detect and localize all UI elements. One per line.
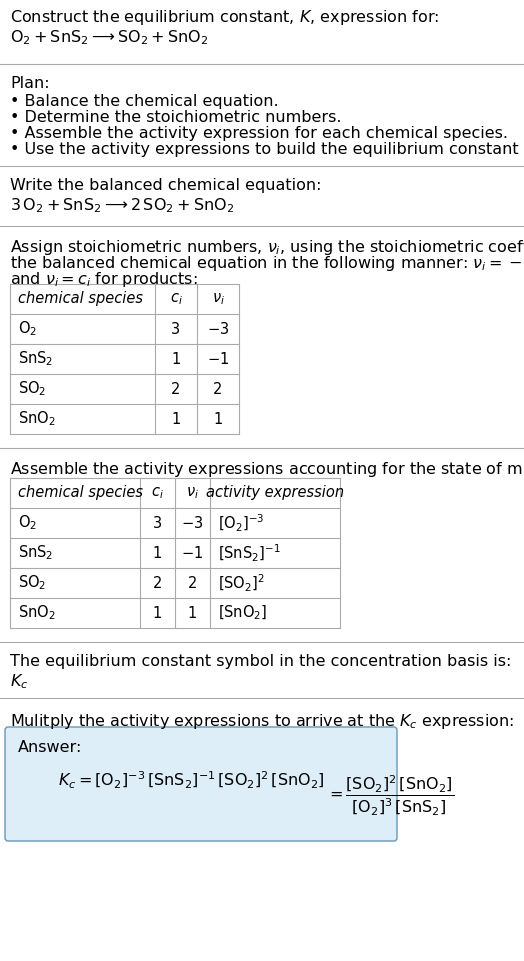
Text: $\mathrm{SnO_2}$: $\mathrm{SnO_2}$ [18, 604, 56, 623]
Text: • Balance the chemical equation.: • Balance the chemical equation. [10, 94, 279, 109]
Text: 2: 2 [213, 382, 223, 397]
Text: 1: 1 [153, 605, 162, 621]
Text: $c_i$: $c_i$ [170, 291, 182, 307]
Text: Mulitply the activity expressions to arrive at the $K_c$ expression:: Mulitply the activity expressions to arr… [10, 712, 514, 731]
Text: 1: 1 [171, 352, 181, 366]
Text: $K_c = [\mathrm{O_2}]^{-3}\,[\mathrm{SnS_2}]^{-1}\,[\mathrm{SO_2}]^{2}\,[\mathrm: $K_c = [\mathrm{O_2}]^{-3}\,[\mathrm{SnS… [58, 770, 325, 791]
Text: 2: 2 [188, 576, 197, 590]
Text: $-1$: $-1$ [181, 545, 203, 561]
Text: $-1$: $-1$ [207, 351, 229, 367]
Text: Write the balanced chemical equation:: Write the balanced chemical equation: [10, 178, 322, 193]
Text: 3: 3 [171, 322, 181, 336]
Text: $\mathrm{SnO_2}$: $\mathrm{SnO_2}$ [18, 409, 56, 429]
Text: $\mathrm{SO_2}$: $\mathrm{SO_2}$ [18, 574, 46, 592]
Text: Plan:: Plan: [10, 76, 50, 91]
Text: chemical species: chemical species [18, 291, 143, 307]
Text: $\mathrm{SnS_2}$: $\mathrm{SnS_2}$ [18, 544, 53, 562]
Text: 1: 1 [188, 605, 197, 621]
Text: chemical species: chemical species [18, 485, 143, 501]
Text: $\mathrm{O_2 + SnS_2 \longrightarrow SO_2 + SnO_2}$: $\mathrm{O_2 + SnS_2 \longrightarrow SO_… [10, 28, 209, 47]
Text: $[\mathrm{SnO_2}]$: $[\mathrm{SnO_2}]$ [218, 604, 267, 622]
Text: $c_i$: $c_i$ [151, 485, 164, 501]
Text: $\nu_i$: $\nu_i$ [212, 291, 224, 307]
Text: • Assemble the activity expression for each chemical species.: • Assemble the activity expression for e… [10, 126, 508, 141]
Text: $[\mathrm{SO_2}]^{2}$: $[\mathrm{SO_2}]^{2}$ [218, 573, 265, 594]
Text: $K_c$: $K_c$ [10, 672, 28, 691]
Text: $\mathrm{SO_2}$: $\mathrm{SO_2}$ [18, 380, 46, 399]
Text: $[\mathrm{O_2}]^{-3}$: $[\mathrm{O_2}]^{-3}$ [218, 512, 265, 533]
Text: Construct the equilibrium constant, $K$, expression for:: Construct the equilibrium constant, $K$,… [10, 8, 439, 27]
Text: 1: 1 [171, 411, 181, 427]
Text: • Use the activity expressions to build the equilibrium constant expression.: • Use the activity expressions to build … [10, 142, 524, 157]
Text: 2: 2 [171, 382, 181, 397]
Text: $\mathrm{O_2}$: $\mathrm{O_2}$ [18, 320, 37, 338]
Text: 3: 3 [153, 515, 162, 530]
Text: and $\nu_i = c_i$ for products:: and $\nu_i = c_i$ for products: [10, 270, 198, 289]
Text: $= \dfrac{[\mathrm{SO_2}]^{2}\,[\mathrm{SnO_2}]}{[\mathrm{O_2}]^{3}\,[\mathrm{Sn: $= \dfrac{[\mathrm{SO_2}]^{2}\,[\mathrm{… [326, 773, 454, 817]
Text: Assemble the activity expressions accounting for the state of matter and $\nu_i$: Assemble the activity expressions accoun… [10, 460, 524, 479]
Text: $[\mathrm{SnS_2}]^{-1}$: $[\mathrm{SnS_2}]^{-1}$ [218, 542, 281, 563]
Text: 1: 1 [153, 546, 162, 560]
Text: $\mathrm{O_2}$: $\mathrm{O_2}$ [18, 513, 37, 532]
Text: The equilibrium constant symbol in the concentration basis is:: The equilibrium constant symbol in the c… [10, 654, 511, 669]
FancyBboxPatch shape [5, 727, 397, 841]
Text: • Determine the stoichiometric numbers.: • Determine the stoichiometric numbers. [10, 110, 342, 125]
Text: Assign stoichiometric numbers, $\nu_i$, using the stoichiometric coefficients, $: Assign stoichiometric numbers, $\nu_i$, … [10, 238, 524, 257]
Text: 1: 1 [213, 411, 223, 427]
Text: $-3$: $-3$ [207, 321, 229, 337]
Text: Answer:: Answer: [18, 740, 82, 755]
Text: $\mathrm{3\,O_2 + SnS_2 \longrightarrow 2\,SO_2 + SnO_2}$: $\mathrm{3\,O_2 + SnS_2 \longrightarrow … [10, 196, 234, 214]
Text: the balanced chemical equation in the following manner: $\nu_i = -c_i$ for react: the balanced chemical equation in the fo… [10, 254, 524, 273]
Text: activity expression: activity expression [206, 485, 344, 501]
Text: $\mathrm{SnS_2}$: $\mathrm{SnS_2}$ [18, 350, 53, 368]
Text: 2: 2 [153, 576, 162, 590]
Text: $\nu_i$: $\nu_i$ [186, 485, 199, 501]
Text: $-3$: $-3$ [181, 515, 204, 531]
